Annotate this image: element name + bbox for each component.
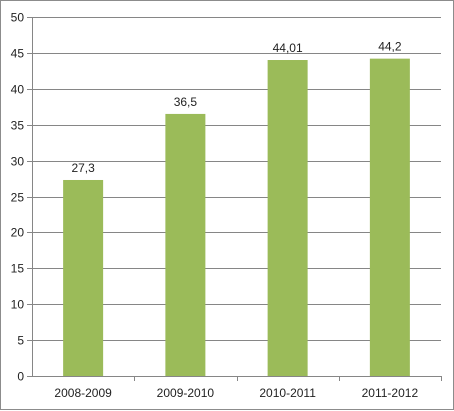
y-tick-label: 0 [17, 370, 24, 384]
y-tick-label: 5 [17, 334, 24, 348]
data-label: 27,3 [71, 161, 95, 175]
x-category-label: 2009-2010 [157, 386, 215, 400]
data-label: 36,5 [174, 95, 198, 109]
bar [267, 60, 308, 376]
y-tick-label: 10 [11, 298, 25, 312]
bar [63, 179, 104, 376]
y-tick-label: 20 [11, 226, 25, 240]
x-category-labels: 2008-2009 2009-2010 2010-2011 2011-2012 [54, 386, 418, 400]
x-category-label: 2011-2012 [362, 386, 419, 400]
bar [369, 58, 410, 376]
data-labels: 27,3 36,5 44,01 44,2 [71, 40, 401, 175]
x-category-label: 2008-2009 [54, 386, 112, 400]
data-label: 44,01 [273, 41, 303, 55]
bars [63, 58, 410, 377]
axes [27, 17, 442, 381]
data-label: 44,2 [378, 40, 402, 54]
y-tick-label: 40 [11, 83, 25, 97]
y-tick-label: 15 [11, 262, 25, 276]
y-tick-label: 45 [11, 47, 25, 61]
y-tick-labels: 0 5 10 15 20 25 30 35 40 45 50 [11, 11, 25, 384]
y-tick-label: 35 [11, 119, 25, 133]
bar [165, 113, 206, 377]
x-category-label: 2010-2011 [259, 386, 316, 400]
y-tick-label: 30 [11, 155, 25, 169]
y-tick-label: 25 [11, 191, 25, 205]
y-tick-label: 50 [11, 11, 25, 25]
